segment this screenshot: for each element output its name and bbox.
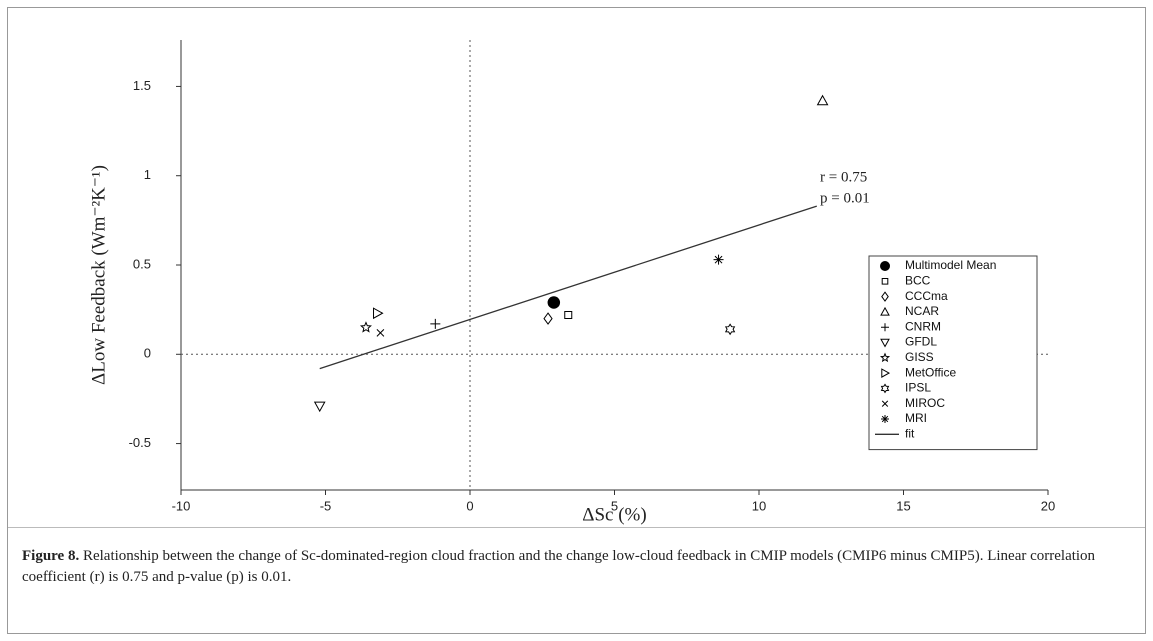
data-point [313, 401, 326, 413]
data-point [543, 312, 553, 325]
legend-label: Multimodel Mean [905, 258, 996, 272]
legend-box [868, 255, 1038, 451]
data-point [713, 254, 724, 265]
legend-label: GFDL [905, 335, 937, 349]
annotation: p = 0.01 [820, 190, 870, 206]
legend-label: MRI [905, 411, 927, 425]
x-tick-label: -10 [172, 498, 191, 513]
legend-label: MIROC [905, 396, 945, 410]
data-point [430, 318, 441, 329]
y-axis-label: ΔLow Feedback (Wm⁻²K⁻¹) [88, 165, 109, 385]
legend-marker [881, 291, 889, 302]
data-point [373, 307, 384, 320]
legend-label: CCCma [905, 289, 948, 303]
x-tick-label: 20 [1041, 498, 1055, 513]
x-axis-label: ΔSc (%) [582, 504, 646, 525]
legend-marker [881, 368, 891, 378]
legend-label: GISS [905, 350, 934, 364]
fit-line [319, 205, 818, 370]
legend-marker [881, 415, 889, 423]
x-tick-label: 0 [466, 498, 473, 513]
legend-marker [880, 383, 890, 394]
legend-label: NCAR [905, 304, 939, 318]
y-tick-label: 1 [144, 167, 151, 182]
y-tick-label: 0.5 [133, 256, 151, 271]
data-point [564, 311, 573, 319]
data-point [359, 321, 372, 333]
data-point [816, 94, 829, 106]
legend-label: BCC [905, 273, 931, 287]
x-tick-label: -5 [320, 498, 332, 513]
legend-marker [880, 338, 890, 348]
caption: Figure 8. Relationship between the chang… [22, 546, 1132, 588]
x-tick-label: 15 [896, 498, 910, 513]
legend-label: CNRM [905, 319, 941, 333]
data-point [376, 329, 385, 337]
legend-marker [881, 400, 889, 407]
figure-border [7, 7, 1146, 634]
legend-marker [880, 261, 890, 271]
y-tick-label: -0.5 [129, 435, 151, 450]
data-point [547, 296, 561, 309]
y-tick-label: 1.5 [133, 78, 151, 93]
legend-label: fit [905, 426, 915, 440]
legend-marker [881, 278, 889, 285]
x-tick-label: 10 [752, 498, 766, 513]
legend-label: IPSL [905, 381, 931, 395]
legend-marker [881, 323, 889, 332]
legend-marker [879, 352, 891, 363]
x-tick-label: 5 [611, 498, 618, 513]
legend-label: MetOffice [905, 365, 956, 379]
y-tick-label: 0 [144, 346, 151, 361]
data-point [724, 323, 736, 336]
caption-text: Relationship between the change of Sc-do… [22, 548, 1096, 585]
caption-label: Figure 8. [22, 548, 80, 564]
legend-marker [880, 306, 890, 316]
annotation: r = 0.75 [820, 169, 867, 185]
